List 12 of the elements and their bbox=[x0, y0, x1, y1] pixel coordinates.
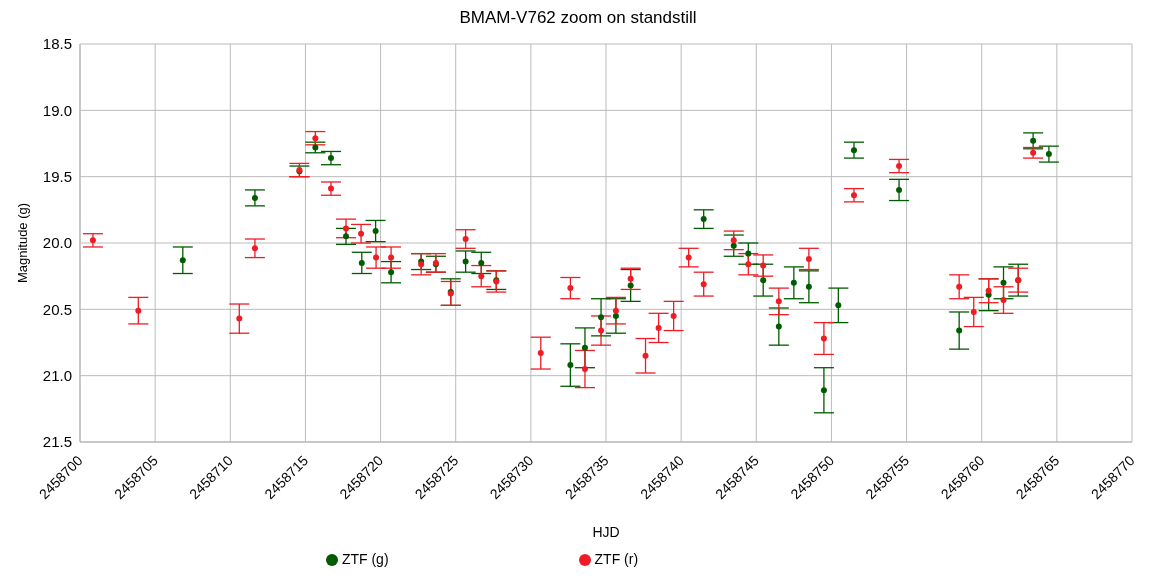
y-axis-title: Magnitude (g) bbox=[14, 202, 30, 284]
legend-label: ZTF (g) bbox=[341, 551, 389, 567]
y-tick-label: 20.0 bbox=[42, 234, 72, 252]
y-tick-label: 21.0 bbox=[42, 366, 72, 384]
y-tick-label: 20.5 bbox=[42, 300, 72, 318]
y-tick-label: 19.0 bbox=[42, 101, 72, 119]
x-axis-title: HJD bbox=[592, 524, 620, 540]
y-tick-label: 18.5 bbox=[42, 35, 72, 53]
y-tick-label: 21.5 bbox=[42, 433, 72, 451]
chart-title: BMAM-V762 zoom on standstill bbox=[458, 8, 698, 29]
legend-label: ZTF (r) bbox=[594, 551, 639, 567]
y-tick-label: 19.5 bbox=[42, 167, 72, 185]
